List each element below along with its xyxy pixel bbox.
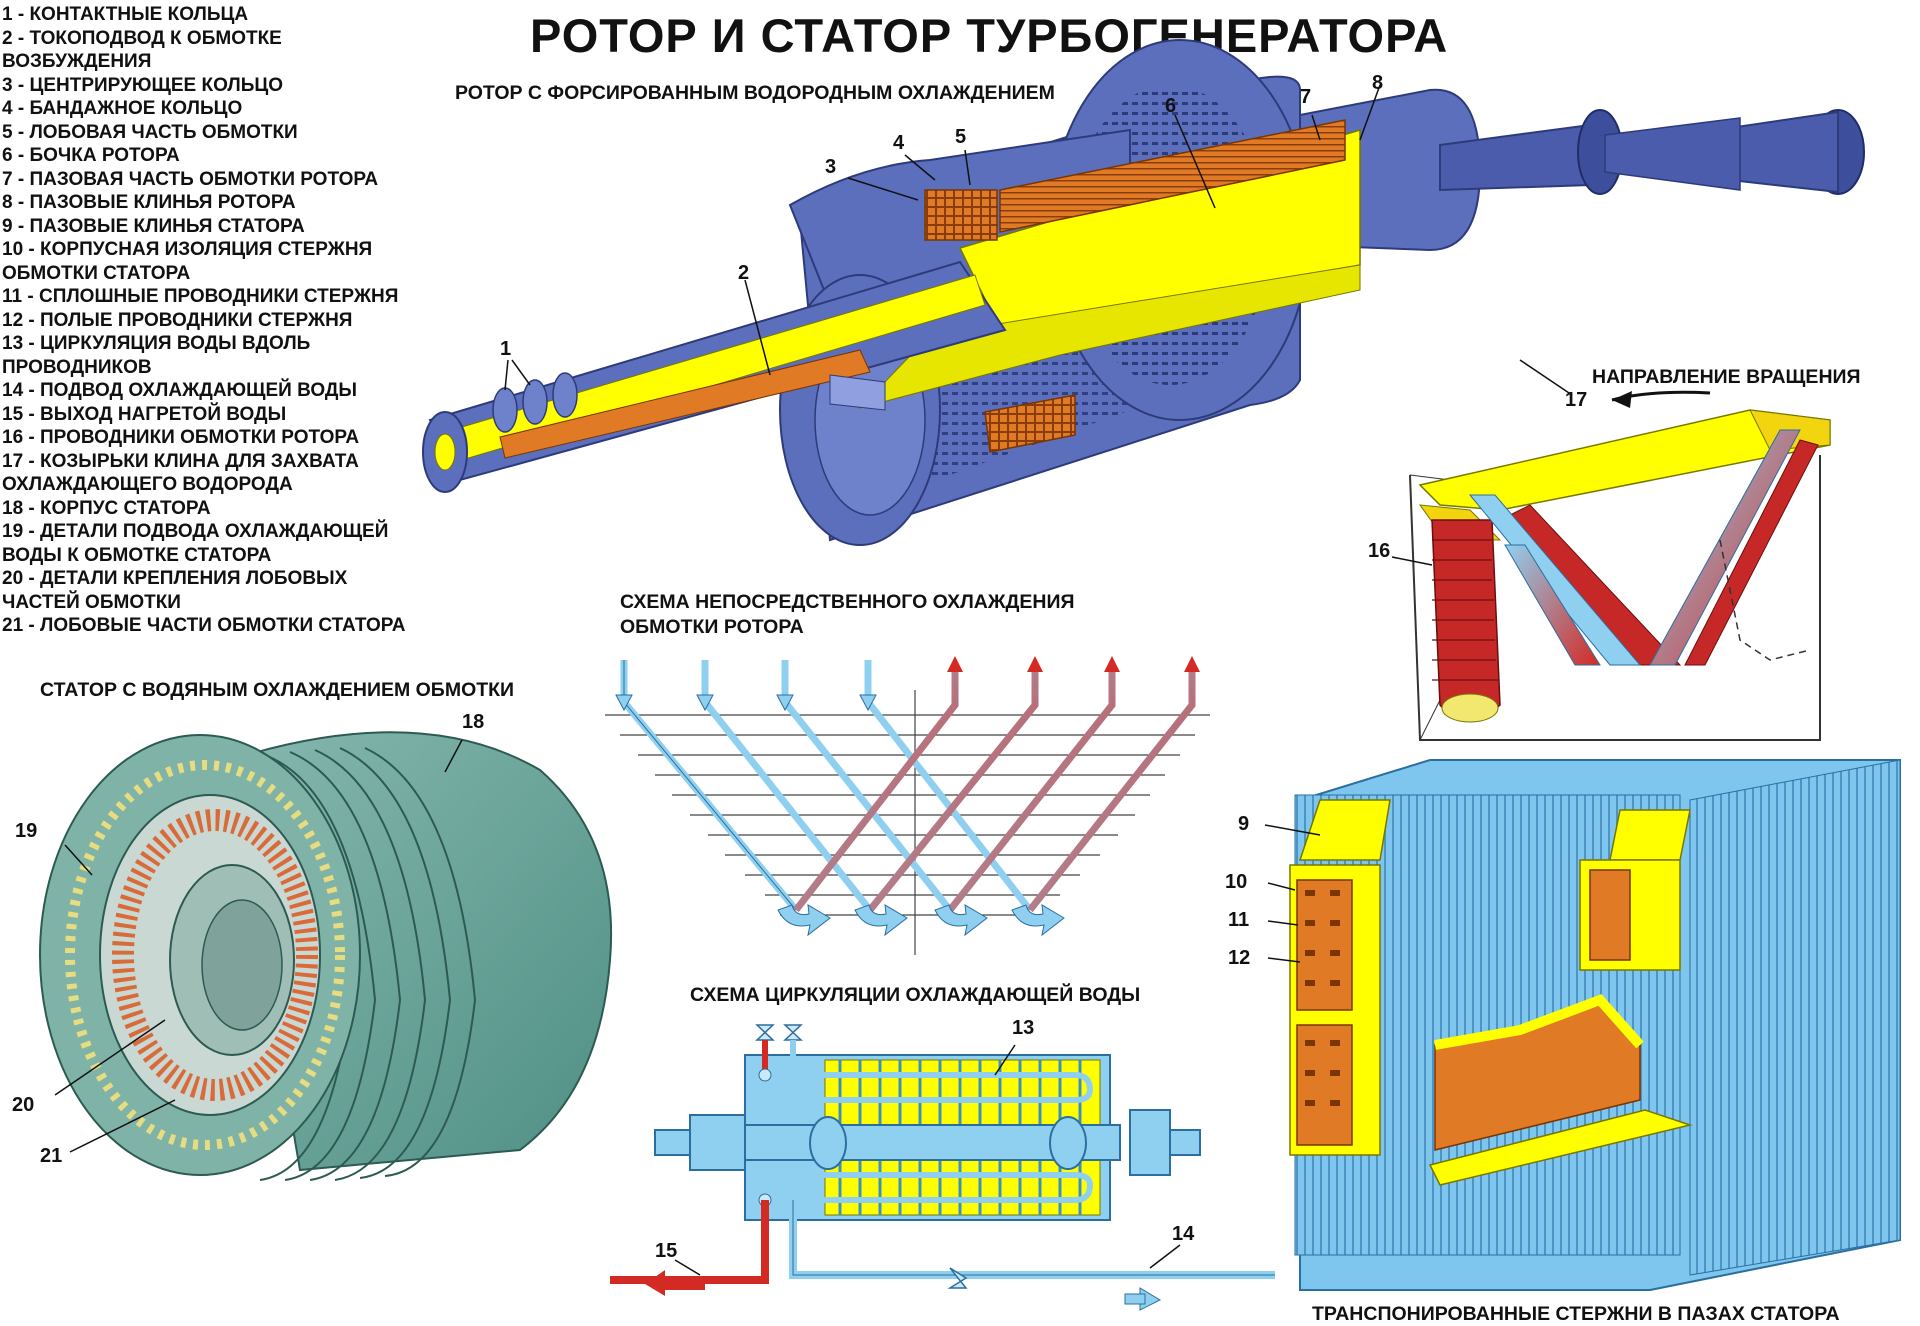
label-5: 5 <box>955 126 967 148</box>
label-6: 6 <box>1165 95 1177 117</box>
label-2: 2 <box>738 262 750 284</box>
legend-item: 20 - ДЕТАЛИ КРЕПЛЕНИЯ ЛОБОВЫХ <box>2 568 348 589</box>
legend-item: 4 - БАНДАЖНОЕ КОЛЬЦО <box>2 98 243 119</box>
rotation-header: НАПРАВЛЕНИЕ ВРАЩЕНИЯ <box>1592 366 1861 388</box>
stator-header: СТАТОР С ВОДЯНЫМ ОХЛАЖДЕНИЕМ ОБМОТКИ <box>40 679 515 701</box>
legend-item: 1 - КОНТАКТНЫЕ КОЛЬЦА <box>2 4 249 25</box>
legend-item: 12 - ПОЛЫЕ ПРОВОДНИКИ СТЕРЖНЯ <box>2 309 353 331</box>
label-20: 20 <box>12 1094 35 1116</box>
label-11: 11 <box>1228 909 1250 931</box>
water-scheme-header: СХЕМА ЦИРКУЛЯЦИИ ОХЛАЖДАЮЩЕЙ ВОДЫ <box>690 984 1141 1006</box>
legend-item: 6 - БОЧКА РОТОРА <box>2 145 180 166</box>
label-13: 13 <box>1012 1017 1035 1039</box>
legend-item: ПРОВОДНИКОВ <box>2 356 152 378</box>
label-8: 8 <box>1372 72 1384 94</box>
legend-item: 10 - КОРПУСНАЯ ИЗОЛЯЦИЯ СТЕРЖНЯ <box>2 239 373 260</box>
legend-item: 15 - ВЫХОД НАГРЕТОЙ ВОДЫ <box>2 403 287 425</box>
legend-item: 19 - ДЕТАЛИ ПОДВОДА ОХЛАЖДАЮЩЕЙ <box>2 521 389 542</box>
label-19: 19 <box>15 820 38 842</box>
legend-item: 3 - ЦЕНТРИРУЮЩЕЕ КОЛЬЦО <box>2 74 284 96</box>
label-21: 21 <box>40 1145 63 1167</box>
legend-item: 17 - КОЗЫРЬКИ КЛИНА ДЛЯ ЗАХВАТА <box>2 450 359 472</box>
label-4: 4 <box>893 132 905 154</box>
hot-outlet-arrows <box>793 656 1200 913</box>
stator-illustration <box>39 731 613 1181</box>
legend-item: ВОЗБУЖДЕНИЯ <box>2 51 152 72</box>
label-18: 18 <box>462 711 485 733</box>
bars-leader-lines <box>1264 824 1321 963</box>
water-leader-lines <box>674 1044 1181 1276</box>
rotor-slot-detail <box>1391 390 1831 741</box>
label-16: 16 <box>1368 540 1391 562</box>
rotor-illustration <box>422 39 1865 546</box>
label-10: 10 <box>1225 871 1248 893</box>
rotor-cooling-scheme-header-2: ОБМОТКИ РОТОРА <box>620 616 804 638</box>
cold-inlet-arrows <box>615 660 1033 913</box>
legend-item: ВОДЫ К ОБМОТКЕ СТАТОРА <box>2 544 272 566</box>
legend-item: 18 - КОРПУС СТАТОРА <box>2 497 211 519</box>
legend-item: 7 - ПАЗОВАЯ ЧАСТЬ ОБМОТКИ РОТОРА <box>2 168 379 190</box>
label-15: 15 <box>655 1240 678 1262</box>
label-9: 9 <box>1238 813 1250 835</box>
legend-item: 14 - ПОДВОД ОХЛАЖДАЮЩЕЙ ВОДЫ <box>2 380 358 401</box>
label-1: 1 <box>500 338 512 360</box>
page-title: РОТОР И СТАТОР ТУРБОГЕНЕРАТОРА <box>530 9 1449 62</box>
label-17: 17 <box>1565 389 1588 411</box>
legend-list: 1 - КОНТАКТНЫЕ КОЛЬЦА 2 - ТОКОПОДВОД К О… <box>2 3 452 638</box>
legend-item: 21 - ЛОБОВЫЕ ЧАСТИ ОБМОТКИ СТАТОРА <box>2 615 406 636</box>
rotor-leader-lines <box>504 84 1573 396</box>
bars-header: ТРАНСПОНИРОВАННЫЕ СТЕРЖНИ В ПАЗАХ СТАТОР… <box>1312 1303 1840 1325</box>
rotor-header: РОТОР С ФОРСИРОВАННЫМ ВОДОРОДНЫМ ОХЛАЖДЕ… <box>455 82 1055 104</box>
label-3: 3 <box>825 156 837 178</box>
legend-item: ЧАСТЕЙ ОБМОТКИ <box>2 591 181 613</box>
legend-item: 2 - ТОКОПОДВОД К ОБМОТКЕ <box>2 27 282 49</box>
legend-item: 8 - ПАЗОВЫЕ КЛИНЬЯ РОТОРА <box>2 192 296 213</box>
legend-item: ОБМОТКИ СТАТОРА <box>2 262 191 284</box>
legend-item: 9 - ПАЗОВЫЕ КЛИНЬЯ СТАТОРА <box>2 215 305 237</box>
legend-item: 16 - ПРОВОДНИКИ ОБМОТКИ РОТОРА <box>2 427 360 448</box>
stator-leader-lines <box>54 739 463 1153</box>
legend-item: ОХЛАЖДАЮЩЕГО ВОДОРОДА <box>2 474 293 495</box>
water-circulation-scheme <box>610 1024 1275 1311</box>
legend-item: 11 - СПЛОШНЫЕ ПРОВОДНИКИ СТЕРЖНЯ <box>2 286 399 307</box>
label-12: 12 <box>1228 947 1251 969</box>
rotor-cooling-scheme-header: СХЕМА НЕПОСРЕДСТВЕННОГО ОХЛАЖДЕНИЯ <box>620 591 1075 613</box>
legend-item: 5 - ЛОБОВАЯ ЧАСТЬ ОБМОТКИ <box>2 121 298 143</box>
label-14: 14 <box>1172 1223 1195 1245</box>
label-7: 7 <box>1300 86 1312 108</box>
stator-bars-illustration <box>1264 759 1901 1291</box>
legend-item: 13 - ЦИРКУЛЯЦИЯ ВОДЫ ВДОЛЬ <box>2 333 311 354</box>
rotor-cooling-scheme <box>605 656 1210 955</box>
